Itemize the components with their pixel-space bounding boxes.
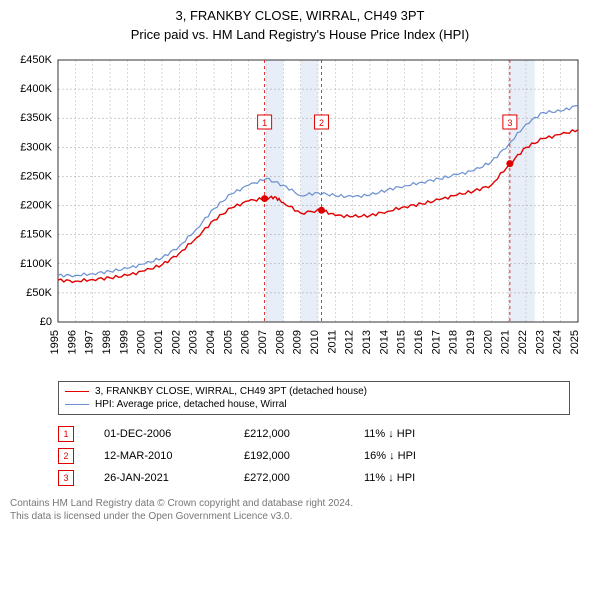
svg-text:2002: 2002 [170, 330, 182, 354]
svg-text:1996: 1996 [66, 330, 78, 354]
sales-table: 1 01-DEC-2006 £212,000 11% ↓ HPI 2 12-MAR-201… [58, 423, 590, 489]
svg-text:2014: 2014 [378, 330, 390, 354]
svg-text:2021: 2021 [500, 330, 512, 354]
svg-text:£0: £0 [40, 316, 52, 328]
svg-text:2010: 2010 [309, 330, 321, 354]
sale-price: £192,000 [244, 450, 334, 462]
sale-marker: 1 [58, 426, 74, 442]
chart-title: 3, FRANKBY CLOSE, WIRRAL, CH49 3PT [0, 8, 600, 23]
svg-text:2022: 2022 [517, 330, 529, 354]
svg-text:£350K: £350K [20, 112, 52, 124]
legend-swatch [65, 404, 89, 405]
sale-row: 2 12-MAR-2010 £192,000 16% ↓ HPI [58, 445, 590, 467]
svg-text:2017: 2017 [430, 330, 442, 354]
svg-text:2015: 2015 [396, 330, 408, 354]
footnote: Contains HM Land Registry data © Crown c… [10, 497, 590, 523]
svg-text:2018: 2018 [448, 330, 460, 354]
svg-text:2023: 2023 [534, 330, 546, 354]
svg-text:£200K: £200K [20, 200, 52, 212]
sale-marker: 3 [58, 470, 74, 486]
sale-price: £272,000 [244, 472, 334, 484]
legend-label: HPI: Average price, detached house, Wirr… [95, 399, 287, 410]
price-chart: £0 £50K £100K £150K £200K £250K £300K £350K £400… [0, 50, 600, 370]
sale-diff: 11% ↓ HPI [364, 472, 590, 484]
svg-text:2024: 2024 [552, 330, 564, 354]
svg-text:2008: 2008 [274, 330, 286, 354]
legend-label: 3, FRANKBY CLOSE, WIRRAL, CH49 3PT (deta… [95, 386, 367, 397]
svg-text:2: 2 [319, 118, 324, 128]
svg-text:2009: 2009 [292, 330, 304, 354]
footnote-line-2: This data is licensed under the Open Gov… [10, 510, 590, 523]
legend-swatch [65, 391, 89, 392]
svg-text:£250K: £250K [20, 170, 52, 182]
svg-text:2020: 2020 [482, 330, 494, 354]
svg-text:1995: 1995 [49, 330, 61, 354]
svg-text:£100K: £100K [20, 258, 52, 270]
chart-subtitle: Price paid vs. HM Land Registry's House … [0, 27, 600, 42]
svg-text:2004: 2004 [205, 330, 217, 354]
svg-text:2003: 2003 [188, 330, 200, 354]
svg-text:1998: 1998 [101, 330, 113, 354]
sale-row: 1 01-DEC-2006 £212,000 11% ↓ HPI [58, 423, 590, 445]
legend-row: 3, FRANKBY CLOSE, WIRRAL, CH49 3PT (deta… [65, 385, 563, 398]
chart-container: £0 £50K £100K £150K £200K £250K £300K £350K £400… [0, 50, 600, 375]
legend-box: 3, FRANKBY CLOSE, WIRRAL, CH49 3PT (deta… [58, 381, 570, 415]
legend-row: HPI: Average price, detached house, Wirr… [65, 398, 563, 411]
svg-text:2007: 2007 [257, 330, 269, 354]
footnote-line-1: Contains HM Land Registry data © Crown c… [10, 497, 590, 510]
svg-text:2012: 2012 [344, 330, 356, 354]
svg-text:1997: 1997 [84, 330, 96, 354]
sale-diff: 16% ↓ HPI [364, 450, 590, 462]
svg-text:3: 3 [507, 118, 512, 128]
sale-date: 12-MAR-2010 [104, 450, 214, 462]
svg-text:£400K: £400K [20, 83, 52, 95]
sale-row: 3 26-JAN-2021 £272,000 11% ↓ HPI [58, 467, 590, 489]
sale-price: £212,000 [244, 428, 334, 440]
svg-text:2019: 2019 [465, 330, 477, 354]
sale-marker: 2 [58, 448, 74, 464]
sale-date: 01-DEC-2006 [104, 428, 214, 440]
svg-text:2011: 2011 [326, 330, 338, 354]
svg-text:2016: 2016 [413, 330, 425, 354]
svg-text:2005: 2005 [222, 330, 234, 354]
svg-text:2006: 2006 [240, 330, 252, 354]
svg-text:£300K: £300K [20, 141, 52, 153]
svg-text:£50K: £50K [26, 287, 52, 299]
sale-date: 26-JAN-2021 [104, 472, 214, 484]
svg-text:£450K: £450K [20, 54, 52, 66]
sale-diff: 11% ↓ HPI [364, 428, 590, 440]
svg-text:2025: 2025 [569, 330, 581, 354]
svg-text:£150K: £150K [20, 229, 52, 241]
svg-text:2013: 2013 [361, 330, 373, 354]
svg-text:1: 1 [262, 118, 267, 128]
svg-text:2001: 2001 [153, 330, 165, 354]
svg-text:2000: 2000 [136, 330, 148, 354]
svg-text:1999: 1999 [118, 330, 130, 354]
